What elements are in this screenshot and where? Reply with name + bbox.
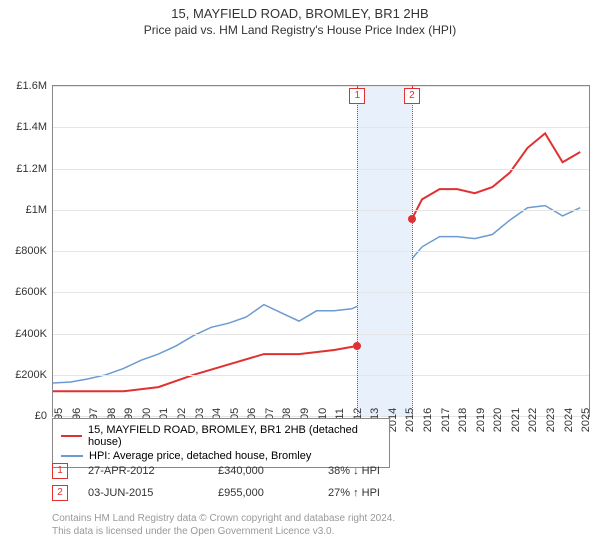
legend-label: 15, MAYFIELD ROAD, BROMLEY, BR1 2HB (det… [88,424,381,448]
page-subtitle: Price paid vs. HM Land Registry's House … [0,21,600,41]
gridline [53,210,589,211]
x-tick-label: 2019 [475,408,487,432]
x-tick-label: 2020 [492,408,504,432]
legend-swatch [61,455,83,457]
marker-label: 2 [404,88,420,104]
x-tick-label: 2018 [457,408,469,432]
transaction-price: £955,000 [218,487,308,499]
series-hpi [53,206,580,383]
footer-line2: This data is licensed under the Open Gov… [52,525,588,538]
x-tick-label: 2024 [563,408,575,432]
gridline [53,334,589,335]
gridline [53,127,589,128]
gridline [53,375,589,376]
y-tick-label: £1.4M [16,121,47,133]
plot-area: £0£200K£400K£600K£800K£1M£1.2M£1.4M£1.6M… [52,85,590,417]
y-tick-label: £0 [35,410,47,422]
x-tick-label: 2015 [404,408,416,432]
y-tick-label: £400K [15,328,47,340]
x-tick-label: 2021 [510,408,522,432]
gridline [53,251,589,252]
gridline [53,86,589,87]
y-tick-label: £1.6M [16,80,47,92]
footer-line1: Contains HM Land Registry data © Crown c… [52,512,588,525]
x-tick-label: 2022 [527,408,539,432]
transaction-marker: 1 [52,463,68,479]
transaction-delta: 38% ↓ HPI [328,465,380,477]
chart: £0 £200K £400K £600K £800K £1M £1.2M £1.4M £1.6M… [0,41,600,443]
legend-row: 15, MAYFIELD ROAD, BROMLEY, BR1 2HB (det… [61,423,381,449]
transaction-delta: 27% ↑ HPI [328,487,380,499]
transaction-price: £340,000 [218,465,308,477]
transaction-marker: 2 [52,485,68,501]
marker-label: 1 [349,88,365,104]
legend-swatch [61,435,82,437]
x-tick-label: 2025 [580,408,592,432]
x-tick-label: 2016 [422,408,434,432]
y-tick-label: £1M [26,204,47,216]
x-tick-label: 2023 [545,408,557,432]
x-tick-label: 2017 [440,408,452,432]
page-title: 15, MAYFIELD ROAD, BROMLEY, BR1 2HB [0,0,600,21]
transaction-row: 1 27-APR-2012 £340,000 38% ↓ HPI [52,460,588,482]
y-tick-label: £800K [15,245,47,257]
marker-vline [412,86,413,416]
data-point [408,215,416,223]
transaction-row: 2 03-JUN-2015 £955,000 27% ↑ HPI [52,482,588,504]
y-tick-label: £200K [15,369,47,381]
y-tick-label: £1.2M [16,163,47,175]
transaction-date: 27-APR-2012 [88,465,198,477]
footer-attribution: Contains HM Land Registry data © Crown c… [52,512,588,538]
transactions-table: 1 27-APR-2012 £340,000 38% ↓ HPI 2 03-JUN-201… [52,460,588,504]
gridline [53,169,589,170]
data-point [353,342,361,350]
marker-vline [357,86,358,416]
transaction-date: 03-JUN-2015 [88,487,198,499]
series-price_paid [53,133,580,391]
gridline [53,292,589,293]
y-tick-label: £600K [15,286,47,298]
